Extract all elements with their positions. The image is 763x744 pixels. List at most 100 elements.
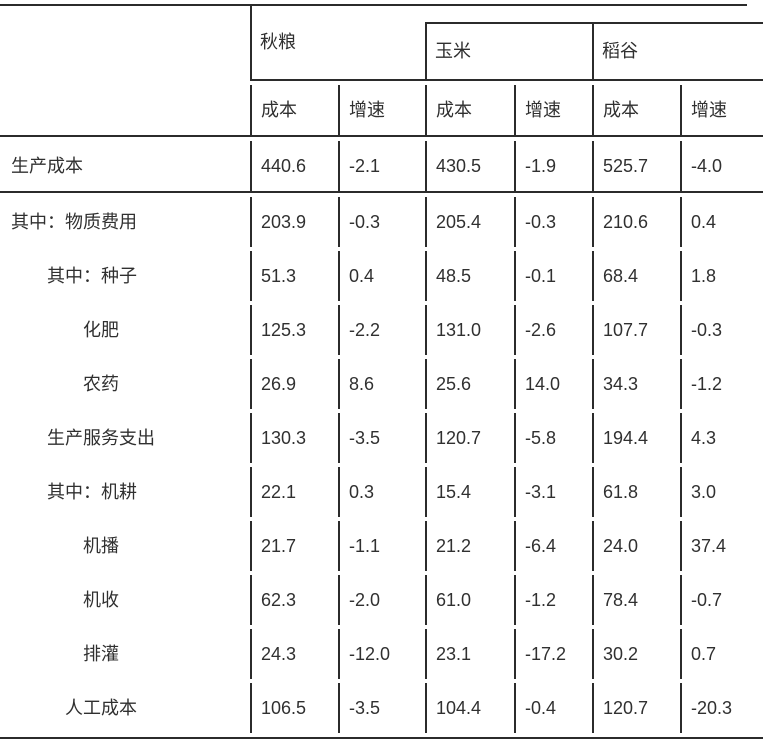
cell-value: -5.8 (514, 413, 592, 463)
cell-value: -2.2 (338, 305, 425, 355)
cell-value: 0.7 (680, 629, 763, 679)
cell-value: -1.2 (680, 359, 763, 409)
cell-value: -17.2 (514, 629, 592, 679)
sub-header-row: 成本 增速 成本 增速 成本 增速 (0, 85, 763, 137)
cell-value: 37.4 (680, 521, 763, 571)
row-label: 生产成本 (0, 141, 250, 193)
cell-value: -4.0 (680, 141, 763, 193)
cell-value: 0.4 (338, 251, 425, 301)
cell-value: 48.5 (425, 251, 514, 301)
sub-header-empty (0, 85, 250, 137)
cell-value: 62.3 (250, 575, 338, 625)
cell-value: -0.3 (680, 305, 763, 355)
cell-value: -2.1 (338, 141, 425, 193)
cell-value: -1.1 (338, 521, 425, 571)
cell-value: -3.1 (514, 467, 592, 517)
cell-value: 4.3 (680, 413, 763, 463)
cell-value: 68.4 (592, 251, 680, 301)
cell-value: 14.0 (514, 359, 592, 409)
cell-value: 3.0 (680, 467, 763, 517)
cell-value: 194.4 (592, 413, 680, 463)
cell-value: 78.4 (592, 575, 680, 625)
cell-value: 22.1 (250, 467, 338, 517)
group-header-corn: 玉米 (425, 4, 592, 81)
sub-header-cost-autumn: 成本 (250, 85, 338, 137)
sub-header-cost-corn: 成本 (425, 85, 514, 137)
cell-value: 104.4 (425, 683, 514, 733)
cell-value: 8.6 (338, 359, 425, 409)
cell-value: -2.6 (514, 305, 592, 355)
cell-value: 107.7 (592, 305, 680, 355)
table-row: 其中：机耕 22.1 0.3 15.4 -3.1 61.8 3.0 (0, 467, 763, 517)
cell-value: 131.0 (425, 305, 514, 355)
row-label: 其中：机耕 (11, 481, 137, 502)
table-row: 机播 21.7 -1.1 21.2 -6.4 24.0 37.4 (0, 521, 763, 571)
row-label: 机播 (11, 535, 119, 556)
cell-value: 130.3 (250, 413, 338, 463)
row-label: 化肥 (11, 319, 119, 340)
sub-header-growth-corn: 增速 (514, 85, 592, 137)
cell-value: -0.3 (514, 197, 592, 247)
cell-value: 25.6 (425, 359, 514, 409)
table-row: 其中：物质费用 203.9 -0.3 205.4 -0.3 210.6 0.4 (0, 197, 763, 247)
row-label: 农药 (11, 373, 119, 394)
cell-value: 23.1 (425, 629, 514, 679)
cell-value: 0.3 (338, 467, 425, 517)
cell-value: -1.9 (514, 141, 592, 193)
sub-header-cost-rice: 成本 (592, 85, 680, 137)
cell-value: 210.6 (592, 197, 680, 247)
cell-value: -20.3 (680, 683, 763, 733)
row-label: 排灌 (11, 643, 119, 664)
cell-value: 440.6 (250, 141, 338, 193)
group-header-autumn-grain: 秋粮 (250, 4, 425, 81)
row-label: 其中：种子 (11, 265, 137, 286)
group-header-rice-box: 稻谷 (592, 22, 763, 79)
group-header-corn-box: 玉米 (425, 22, 592, 79)
cell-value: 15.4 (425, 467, 514, 517)
cell-value: 203.9 (250, 197, 338, 247)
row-label: 人工成本 (11, 697, 137, 718)
table-row: 农药 26.9 8.6 25.6 14.0 34.3 -1.2 (0, 359, 763, 409)
sub-header-growth-autumn: 增速 (338, 85, 425, 137)
table-row: 机收 62.3 -2.0 61.0 -1.2 78.4 -0.7 (0, 575, 763, 625)
group-header-rice: 稻谷 (592, 4, 763, 81)
table-row: 化肥 125.3 -2.2 131.0 -2.6 107.7 -0.3 (0, 305, 763, 355)
cell-value: 430.5 (425, 141, 514, 193)
cell-value: 26.9 (250, 359, 338, 409)
cell-value: 525.7 (592, 141, 680, 193)
cell-value: 120.7 (592, 683, 680, 733)
cell-value: -0.3 (338, 197, 425, 247)
table-row: 其中：种子 51.3 0.4 48.5 -0.1 68.4 1.8 (0, 251, 763, 301)
table-row: 生产服务支出 130.3 -3.5 120.7 -5.8 194.4 4.3 (0, 413, 763, 463)
cell-value: 24.0 (592, 521, 680, 571)
cell-value: -0.4 (514, 683, 592, 733)
row-label: 其中：物质费用 (11, 211, 137, 232)
table-row: 排灌 24.3 -12.0 23.1 -17.2 30.2 0.7 (0, 629, 763, 679)
row-label: 机收 (11, 589, 119, 610)
cell-value: 205.4 (425, 197, 514, 247)
cell-value: 51.3 (250, 251, 338, 301)
cell-value: -1.2 (514, 575, 592, 625)
cell-value: 120.7 (425, 413, 514, 463)
cell-value: -0.1 (514, 251, 592, 301)
cell-value: 125.3 (250, 305, 338, 355)
table-row: 生产成本 440.6 -2.1 430.5 -1.9 525.7 -4.0 (0, 141, 763, 193)
group-header-row: 秋粮 玉米 稻谷 (0, 4, 763, 81)
cell-value: 0.4 (680, 197, 763, 247)
cell-value: 34.3 (592, 359, 680, 409)
table-row: 人工成本 106.5 -3.5 104.4 -0.4 120.7 -20.3 (0, 683, 763, 733)
cell-value: 1.8 (680, 251, 763, 301)
cell-value: -3.5 (338, 413, 425, 463)
cell-value: -6.4 (514, 521, 592, 571)
cell-value: -2.0 (338, 575, 425, 625)
cell-value: -0.7 (680, 575, 763, 625)
corner-cell (0, 4, 250, 81)
cell-value: -12.0 (338, 629, 425, 679)
cell-value: 24.3 (250, 629, 338, 679)
cell-value: 30.2 (592, 629, 680, 679)
row-label: 生产服务支出 (11, 427, 155, 448)
cell-value: 61.0 (425, 575, 514, 625)
cell-value: 21.7 (250, 521, 338, 571)
